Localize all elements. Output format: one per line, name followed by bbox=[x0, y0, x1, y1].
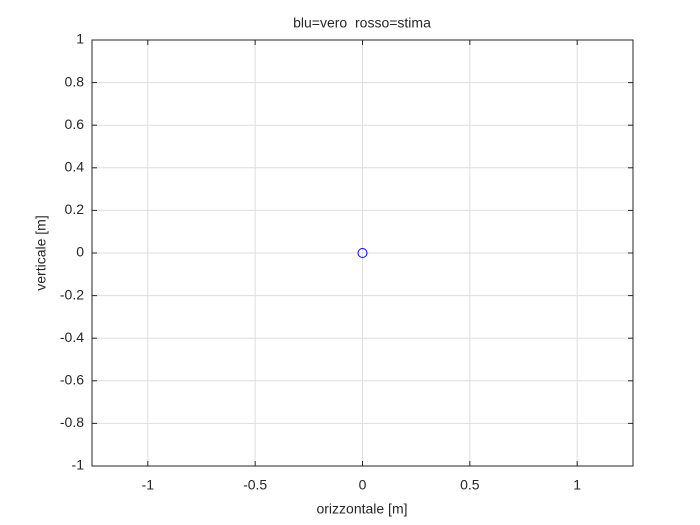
y-tick-label: -0.2 bbox=[60, 286, 84, 302]
x-tick-label: -1 bbox=[142, 477, 155, 493]
y-tick-label: -0.4 bbox=[60, 329, 84, 345]
y-tick-label: -0.8 bbox=[60, 414, 84, 430]
y-tick-label: 0.4 bbox=[65, 159, 85, 175]
x-tick-label: -0.5 bbox=[243, 477, 267, 493]
y-tick-label: -0.6 bbox=[60, 372, 84, 388]
x-tick-label: 1 bbox=[573, 477, 581, 493]
y-tick-label: 0.6 bbox=[65, 116, 85, 132]
x-tick-label: 0 bbox=[359, 477, 367, 493]
y-axis-label: verticale [m] bbox=[33, 215, 49, 290]
x-axis-label: orizzontale [m] bbox=[316, 501, 407, 517]
y-tick-label: 0.8 bbox=[65, 73, 85, 89]
y-tick-label: 0.2 bbox=[65, 201, 85, 217]
chart-title: blu=vero rosso=stima bbox=[293, 15, 431, 31]
plot-frame bbox=[91, 39, 634, 467]
y-tick-label: -1 bbox=[72, 457, 85, 473]
x-tick-label: 0.5 bbox=[460, 477, 480, 493]
y-tick-label: 0 bbox=[76, 244, 84, 260]
point bbox=[357, 248, 368, 258]
y-tick-label: 1 bbox=[76, 31, 84, 47]
